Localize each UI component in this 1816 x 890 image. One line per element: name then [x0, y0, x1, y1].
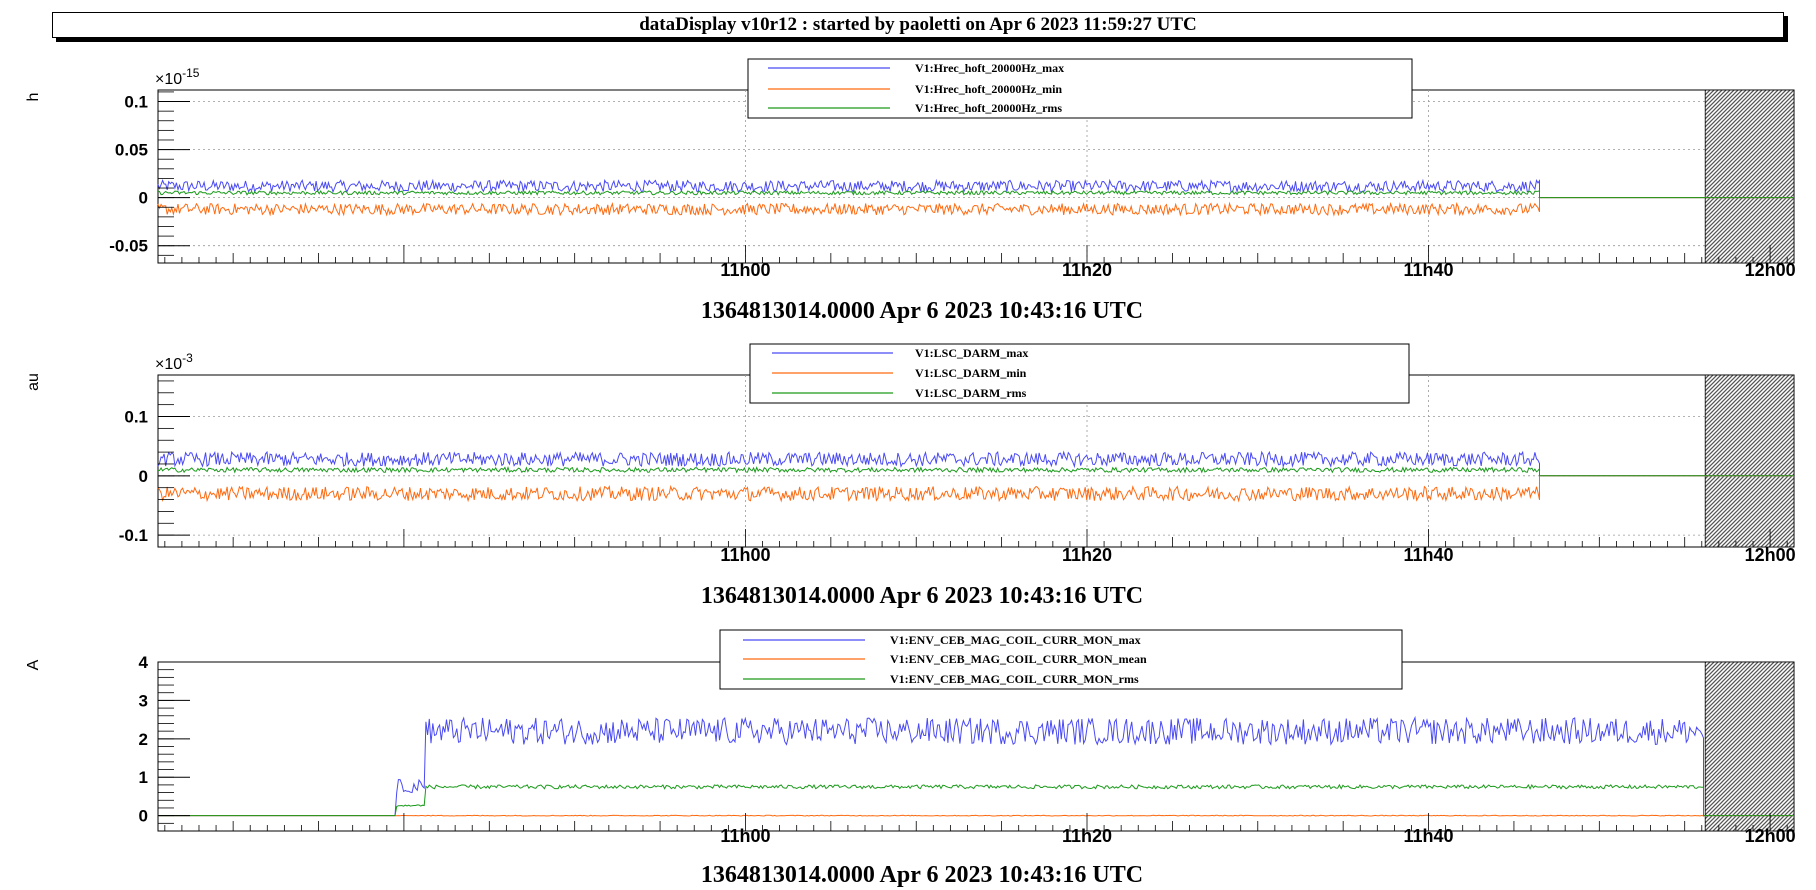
series-line-0 — [158, 715, 1794, 817]
legend-entry-rms: V1:Hrec_hoft_20000Hz_rms — [915, 101, 1062, 115]
x-axis-label: 1364813014.0000 Apr 6 2023 10:43:16 UTC — [701, 298, 1143, 324]
plot-area: 4 3 2 1 0 11h00 11h20 11h40 12h00 — [139, 653, 1796, 846]
y-tick-label: 0 — [139, 467, 148, 486]
legend-entry-max: V1:Hrec_hoft_20000Hz_max — [915, 61, 1064, 75]
y-tick-label: 3 — [139, 691, 148, 710]
x-axis-label: 1364813014.0000 Apr 6 2023 10:43:16 UTC — [701, 862, 1143, 888]
y-tick-label: 1 — [139, 768, 148, 787]
legend-entry-max: V1:LSC_DARM_max — [915, 346, 1028, 360]
legend-entry-mean: V1:ENV_CEB_MAG_COIL_CURR_MON_mean — [890, 652, 1147, 666]
series-line-2 — [158, 465, 1794, 477]
series-line-1 — [157, 475, 1794, 503]
y-axis-label: A — [25, 659, 42, 670]
series-line-0 — [157, 178, 1794, 199]
series-line-0 — [157, 450, 1794, 477]
x-tick-label: 12h00 — [1745, 826, 1796, 846]
legend-entry-min: V1:Hrec_hoft_20000Hz_min — [915, 82, 1062, 96]
x-tick-label: 11h40 — [1404, 826, 1454, 846]
y-axis-label: au — [25, 373, 42, 391]
plot-frame — [157, 661, 1795, 832]
plot-area: 0.1 0 -0.1 11h00 11h20 11h40 12h00 — [119, 374, 1796, 565]
panel-lsc-darm: 0.1 0 -0.1 11h00 11h20 11h40 12h00 au ×10-3 13… — [25, 343, 1796, 609]
series-line-1 — [158, 814, 1794, 817]
panel-hrec-hoft: 0.1 0.05 0 -0.05 11h00 11h20 11h40 12h00 h ×10-… — [25, 58, 1796, 324]
x-tick-label: 11h40 — [1404, 260, 1454, 280]
x-tick-label: 11h20 — [1062, 545, 1112, 565]
plot-area: 0.1 0.05 0 -0.05 11h00 11h20 11h40 12h00 — [109, 89, 1796, 280]
y-exponent: ×10-3 — [155, 351, 193, 373]
x-axis-label: 1364813014.0000 Apr 6 2023 10:43:16 UTC — [701, 583, 1143, 609]
y-tick-label: 0.05 — [115, 141, 148, 160]
x-tick-label: 11h00 — [720, 826, 770, 846]
y-tick-label: 0 — [139, 807, 148, 826]
x-tick-label: 11h00 — [720, 260, 770, 280]
no-data-hatch — [1704, 89, 1795, 264]
panel-env-ceb-mag: 4 3 2 1 0 11h00 11h20 11h40 12h00 A 1364813014.0… — [25, 629, 1796, 888]
y-tick-label: 4 — [139, 653, 149, 672]
legend-entry-max: V1:ENV_CEB_MAG_COIL_CURR_MON_max — [890, 633, 1141, 647]
window-title: dataDisplay v10r12 : started by paoletti… — [52, 12, 1784, 38]
no-data-hatch — [1704, 374, 1795, 548]
x-tick-label: 11h20 — [1062, 260, 1112, 280]
x-tick-label: 11h20 — [1062, 826, 1112, 846]
legend: V1:LSC_DARM_max V1:LSC_DARM_min V1:LSC_D… — [749, 343, 1410, 404]
y-exponent: ×10-15 — [155, 66, 200, 88]
x-tick-label: 11h00 — [720, 545, 770, 565]
x-tick-label: 11h40 — [1404, 545, 1454, 565]
legend-entry-rms: V1:LSC_DARM_rms — [915, 386, 1027, 400]
plot-frame — [157, 89, 1795, 264]
y-tick-label: 2 — [139, 730, 148, 749]
no-data-hatch — [1704, 661, 1795, 832]
series-line-1 — [157, 197, 1794, 217]
y-tick-label: 0.1 — [124, 93, 148, 112]
y-axis-label: h — [25, 93, 42, 102]
x-tick-label: 12h00 — [1745, 545, 1796, 565]
y-tick-label: -0.05 — [109, 237, 148, 256]
series-line-2 — [157, 189, 1794, 199]
legend-entry-rms: V1:ENV_CEB_MAG_COIL_CURR_MON_rms — [890, 672, 1139, 686]
legend-entry-min: V1:LSC_DARM_min — [915, 366, 1027, 380]
series-line-2 — [158, 783, 1794, 817]
legend: V1:Hrec_hoft_20000Hz_max V1:Hrec_hoft_20… — [747, 58, 1413, 119]
legend: V1:ENV_CEB_MAG_COIL_CURR_MON_max V1:ENV_… — [719, 629, 1403, 690]
y-tick-label: 0 — [139, 189, 148, 208]
y-tick-label: 0.1 — [124, 408, 148, 427]
y-tick-label: -0.1 — [119, 526, 148, 545]
x-tick-label: 12h00 — [1745, 260, 1796, 280]
